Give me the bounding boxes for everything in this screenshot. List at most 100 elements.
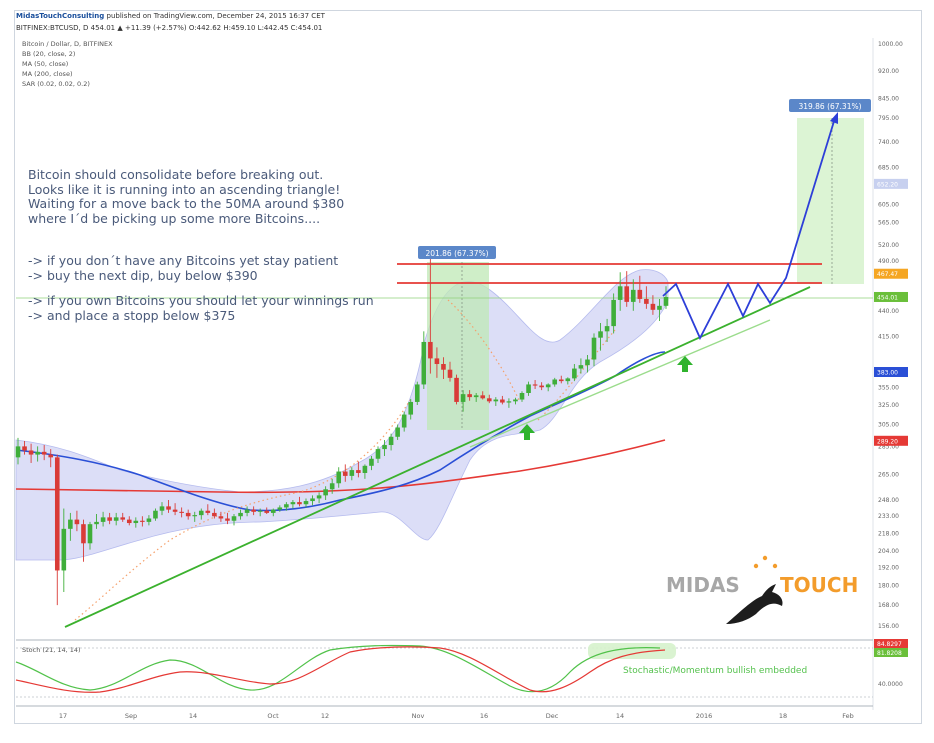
- candle-body: [513, 399, 518, 402]
- price-tick-label: 415.00: [878, 334, 899, 341]
- candle-body: [172, 509, 178, 512]
- candle-body: [310, 498, 315, 502]
- price-tick-label: 285.00: [878, 443, 899, 450]
- candle-body: [303, 501, 309, 505]
- price-label: 652.20: [877, 181, 898, 188]
- candle-body: [382, 445, 387, 450]
- note-block-2: -> if you don´t have any Bitcoins yet st…: [28, 253, 338, 283]
- measure-box-1: [427, 262, 489, 430]
- price-tick-label: 168.00: [878, 602, 899, 609]
- time-axis[interactable]: 17 Sep 14 Oct 12 Nov 16 Dec 14 2016 18 Feb: [59, 712, 854, 720]
- candle-body: [480, 395, 486, 399]
- candle-body: [329, 483, 335, 490]
- ascending-trendline[interactable]: [64, 286, 811, 628]
- candle-body: [87, 524, 93, 544]
- price-tick-label: 685.00: [878, 165, 899, 172]
- candle-body: [637, 289, 643, 299]
- time-tick-label: 18: [779, 712, 787, 720]
- stoch-axis-labels: 84.8297 81.8208: [874, 639, 908, 657]
- candle-body: [54, 457, 60, 571]
- candle-body: [644, 298, 649, 304]
- candle-body: [107, 517, 112, 521]
- price-label-bg: [874, 291, 908, 302]
- candle-body: [218, 516, 224, 519]
- candle-body: [663, 297, 669, 306]
- price-axis[interactable]: 1000.00920.00845.00795.00740.00685.00650…: [878, 41, 903, 630]
- candle-body: [205, 510, 211, 513]
- price-label: 289.20: [877, 438, 898, 445]
- candle-body: [120, 517, 126, 520]
- candle-body: [28, 450, 34, 455]
- candle-body: [414, 384, 420, 402]
- measure-label-1: 201.86 (67.37%): [425, 249, 488, 258]
- candle-body: [290, 502, 296, 505]
- price-tick-label: 156.00: [878, 623, 899, 630]
- candle-body: [251, 509, 256, 512]
- price-tick-label: 248.00: [878, 497, 899, 504]
- candle-body: [408, 401, 414, 415]
- price-tick-label: 845.00: [878, 95, 899, 102]
- candle-body: [421, 341, 427, 385]
- price-tick-label: 180.00: [878, 583, 899, 590]
- stoch-k-line: [15, 644, 661, 693]
- candle-body: [624, 286, 630, 302]
- price-tick-label: 1000.00: [878, 41, 903, 48]
- candle-body: [604, 326, 610, 332]
- candle-body: [133, 520, 139, 524]
- publisher-link[interactable]: MidasTouchConsulting: [16, 12, 105, 20]
- candle-body: [388, 436, 394, 446]
- publish-header: MidasTouchConsulting published on Tradin…: [16, 12, 325, 20]
- candle-body: [500, 399, 505, 403]
- candle-body: [585, 359, 590, 366]
- time-tick-label: 12: [321, 712, 329, 720]
- indicator-ma200[interactable]: MA (200, close): [22, 70, 73, 78]
- candle-body: [657, 305, 662, 310]
- candlestick-series[interactable]: [15, 255, 669, 606]
- indicator-symbol[interactable]: Bitcoin / Dollar, D, BITFINEX: [22, 40, 113, 48]
- note-line: -> if you own Bitcoins you should let yo…: [28, 293, 374, 308]
- stoch-label-bg: [874, 639, 908, 648]
- candle-body: [35, 451, 40, 455]
- time-tick-label: 17: [59, 712, 67, 720]
- price-tick-label: 565.00: [878, 220, 899, 227]
- price-tick-label: 204.00: [878, 548, 899, 555]
- candle-body: [153, 510, 158, 519]
- projected-path[interactable]: [662, 117, 836, 341]
- candle-body: [22, 446, 27, 451]
- candle-body: [166, 506, 171, 510]
- candle-body: [362, 465, 368, 473]
- candle-body: [140, 520, 145, 522]
- candle-body: [447, 369, 453, 378]
- note-line: -> and place a stopp below $375: [28, 307, 236, 323]
- time-tick-label: Dec: [546, 712, 559, 720]
- candle-body: [198, 510, 204, 516]
- bull-logo-icon: [726, 584, 783, 624]
- time-tick-label: Nov: [412, 712, 425, 720]
- candle-body: [15, 446, 21, 458]
- candle-body: [264, 510, 270, 513]
- candle-body: [611, 299, 616, 327]
- price-label: 383.00: [877, 370, 898, 377]
- candle-body: [159, 506, 165, 511]
- candle-body: [48, 454, 54, 458]
- price-tick-label: 192.00: [878, 565, 899, 572]
- candle-body: [349, 470, 355, 476]
- indicator-ma50[interactable]: MA (50, close): [22, 60, 69, 68]
- ma50-line: [15, 351, 666, 512]
- candle-body: [565, 378, 571, 382]
- price-tick-label: 920.00: [878, 68, 899, 75]
- candle-body: [212, 512, 217, 517]
- indicator-sar[interactable]: SAR (0.02, 0.02, 0.2): [22, 80, 90, 88]
- stoch-title: Stoch (21, 14, 14): [22, 646, 81, 654]
- candle-body: [526, 384, 531, 393]
- candle-body: [277, 507, 283, 510]
- candle-body: [369, 458, 374, 466]
- logo-word-midas: MIDAS: [666, 573, 740, 597]
- secondary-trendline[interactable]: [469, 319, 771, 448]
- indicator-bb[interactable]: BB (20, close, 2): [22, 50, 76, 58]
- stoch-note: Stochastic/Momentum bullish embedded: [623, 666, 807, 676]
- price-tick-label: 355.00: [878, 384, 899, 391]
- candle-body: [401, 414, 407, 428]
- price-tick-label: 490.00: [878, 258, 899, 265]
